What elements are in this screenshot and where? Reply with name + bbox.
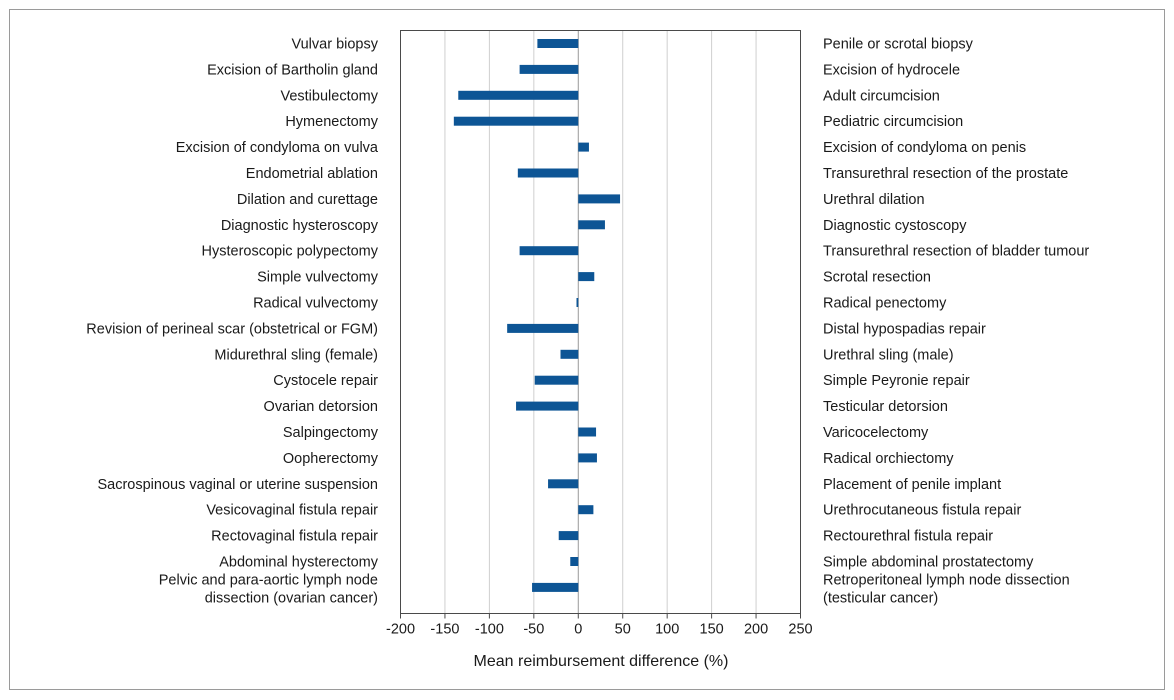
male-procedure-label: Retroperitoneal lymph node dissection	[823, 572, 1070, 588]
bars	[453, 39, 621, 592]
female-procedure-label: Pelvic and para-aortic lymph node	[159, 572, 378, 588]
bar	[537, 39, 579, 48]
male-procedure-label: Rectourethral fistula repair	[823, 529, 993, 545]
bar	[516, 401, 579, 411]
bar	[519, 246, 579, 256]
x-tick-label: 100	[655, 622, 679, 638]
bar	[578, 142, 589, 152]
male-procedure-label: Transurethral resection of the prostate	[823, 166, 1068, 182]
female-procedure-label: Simple vulvectomy	[257, 270, 379, 286]
bar	[578, 272, 595, 282]
female-procedure-label: Vulvar biopsy	[291, 37, 378, 53]
female-procedure-label: Excision of condyloma on vulva	[176, 140, 379, 156]
male-procedure-label: Distal hypospadias repair	[823, 321, 986, 337]
male-procedure-label: Excision of hydrocele	[823, 62, 960, 78]
bar	[578, 505, 594, 515]
x-tick-label: 250	[788, 622, 812, 638]
female-procedure-label: Vestibulectomy	[280, 88, 378, 104]
female-procedure-label: Hymenectomy	[285, 114, 378, 130]
x-tick-label: -150	[430, 622, 459, 638]
female-procedure-label: Dilation and curettage	[237, 192, 378, 208]
x-tick-label: -100	[475, 622, 504, 638]
female-procedure-labels: Vulvar biopsy Excision of Bartholin gland…	[86, 37, 379, 607]
x-ticks: -200 -150 -100 -50 0 50 100 150 200 250	[386, 613, 813, 638]
male-procedure-label: Radical orchiectomy	[823, 451, 954, 467]
male-procedure-label: Simple Peyronie repair	[823, 373, 970, 389]
x-tick-label: 150	[700, 622, 724, 638]
bar	[578, 220, 605, 230]
x-tick-label: -200	[386, 622, 415, 638]
x-tick-label: 0	[574, 622, 582, 638]
female-procedure-label: Cystocele repair	[273, 373, 378, 389]
bar	[560, 349, 579, 359]
bar	[578, 194, 621, 204]
bar	[519, 64, 579, 74]
male-procedure-label: Placement of penile implant	[823, 477, 1001, 493]
grid-lines	[444, 30, 757, 614]
x-tick-label: 200	[744, 622, 768, 638]
male-procedure-label: Scrotal resection	[823, 270, 931, 286]
female-procedure-label: Oopherectomy	[283, 451, 379, 467]
male-procedure-label: Varicocelectomy	[823, 425, 929, 441]
male-procedure-label: Excision of condyloma on penis	[823, 140, 1026, 156]
bar	[453, 116, 579, 126]
x-axis-label: Mean reimbursement difference (%)	[474, 653, 729, 670]
male-procedure-label: Radical penectomy	[823, 296, 947, 312]
female-procedure-label: Salpingectomy	[283, 425, 379, 441]
bar	[570, 557, 579, 566]
bar	[507, 323, 579, 333]
female-procedure-label: Hysteroscopic polypectomy	[202, 244, 379, 260]
x-tick-label: -50	[523, 622, 544, 638]
female-procedure-label: Radical vulvectomy	[253, 296, 379, 312]
male-procedure-label: Urethrocutaneous fistula repair	[823, 503, 1021, 519]
female-procedure-label: Revision of perineal scar (obstetrical o…	[86, 321, 378, 337]
bar	[458, 90, 579, 100]
bar	[558, 531, 579, 541]
female-procedure-label: Midurethral sling (female)	[214, 347, 378, 363]
male-procedure-label: (testicular cancer)	[823, 590, 938, 606]
bar	[532, 582, 579, 592]
bar	[534, 375, 579, 385]
bar	[548, 479, 579, 489]
male-procedure-label: Diagnostic cystoscopy	[823, 218, 967, 234]
figure-frame	[9, 9, 1165, 690]
bar	[576, 298, 579, 307]
male-procedure-labels: Penile or scrotal biopsy Excision of hydr…	[823, 37, 1089, 607]
female-procedure-label: dissection (ovarian cancer)	[205, 590, 378, 606]
male-procedure-label: Testicular detorsion	[823, 399, 948, 415]
bar	[578, 427, 597, 437]
female-procedure-label: Diagnostic hysteroscopy	[221, 218, 379, 234]
bar	[517, 168, 579, 178]
plot-frame	[400, 30, 801, 614]
female-procedure-label: Sacrospinous vaginal or uterine suspensi…	[97, 477, 378, 493]
female-procedure-label: Rectovaginal fistula repair	[211, 529, 378, 545]
male-procedure-label: Penile or scrotal biopsy	[823, 37, 974, 53]
male-procedure-label: Transurethral resection of bladder tumou…	[823, 244, 1089, 260]
male-procedure-label: Urethral sling (male)	[823, 347, 954, 363]
male-procedure-label: Urethral dilation	[823, 192, 925, 208]
female-procedure-label: Vesicovaginal fistula repair	[206, 503, 378, 519]
bar	[578, 453, 597, 463]
male-procedure-label: Simple abdominal prostatectomy	[823, 555, 1034, 571]
female-procedure-label: Excision of Bartholin gland	[207, 62, 378, 78]
female-procedure-label: Ovarian detorsion	[264, 399, 378, 415]
male-procedure-label: Adult circumcision	[823, 88, 940, 104]
male-procedure-label: Pediatric circumcision	[823, 114, 963, 130]
x-tick-label: 50	[615, 622, 631, 638]
female-procedure-label: Abdominal hysterectomy	[219, 555, 379, 571]
female-procedure-label: Endometrial ablation	[246, 166, 378, 182]
